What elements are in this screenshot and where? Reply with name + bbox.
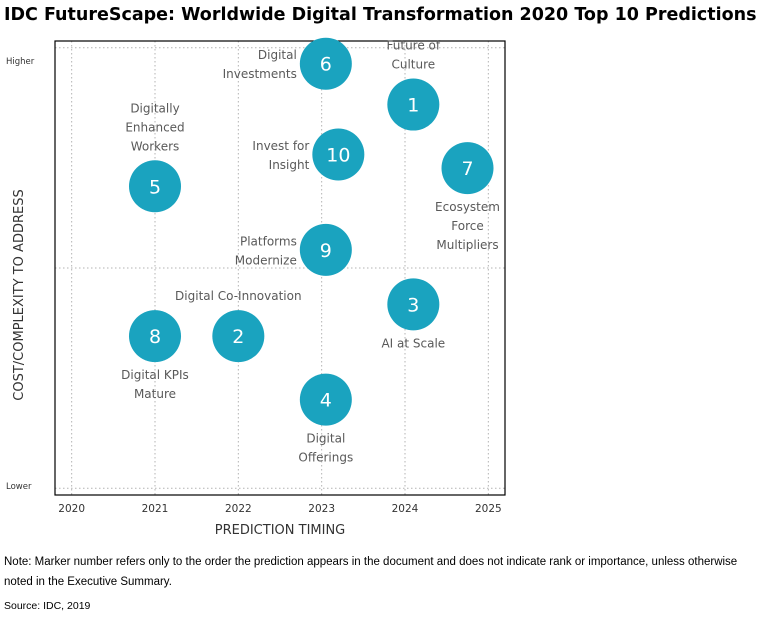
chart-title: IDC FutureScape: Worldwide Digital Trans… <box>4 5 757 25</box>
prediction-bubble-2 <box>212 310 265 363</box>
prediction-bubble-4 <box>299 373 352 426</box>
y-tick-label-low: Lower <box>6 482 32 492</box>
prediction-marker-1: 1 <box>407 95 419 117</box>
chart-source: Source: IDC, 2019 <box>4 600 91 612</box>
prediction-bubble-7 <box>441 142 494 195</box>
prediction-label-7: Force <box>451 219 483 233</box>
prediction-marker-3: 3 <box>407 294 419 316</box>
prediction-label-5: Digitally <box>130 101 179 115</box>
prediction-marker-6: 6 <box>320 54 332 76</box>
prediction-label-10: Insight <box>269 158 310 172</box>
prediction-label-5: Workers <box>131 139 180 153</box>
prediction-marker-5: 5 <box>149 176 161 198</box>
prediction-label-8: Mature <box>134 387 176 401</box>
x-tick-label: 2023 <box>308 503 335 515</box>
prediction-label-4: Digital <box>306 432 345 446</box>
x-tick-label: 2020 <box>58 503 85 515</box>
prediction-label-2: Digital Co-Innovation <box>175 289 302 303</box>
chart-note: Note: Marker number refers only to the o… <box>4 556 738 588</box>
y-tick-label-high: Higher <box>6 57 35 67</box>
x-tick-label: 2024 <box>392 503 419 515</box>
x-tick-label: 2022 <box>225 503 252 515</box>
prediction-bubble-3 <box>387 278 440 331</box>
prediction-marker-7: 7 <box>461 158 473 180</box>
prediction-label-10: Invest for <box>252 139 309 153</box>
prediction-bubble-9 <box>299 223 352 276</box>
x-tick-label: 2021 <box>142 503 169 515</box>
x-tick-label: 2025 <box>475 503 502 515</box>
prediction-label-8: Digital KPIs <box>121 368 189 382</box>
prediction-label-1: Culture <box>391 58 435 72</box>
chart: 2020 2021 2022 2023 2024 2025 Higher Lower PREDI… <box>6 37 506 538</box>
prediction-label-6: Investments <box>223 67 297 81</box>
prediction-label-9: Modernize <box>235 253 297 267</box>
prediction-marker-4: 4 <box>320 390 332 412</box>
prediction-marker-10: 10 <box>326 145 350 167</box>
x-axis-title: PREDICTION TIMING <box>215 523 346 538</box>
prediction-label-6: Digital <box>258 48 297 62</box>
y-axis-title: COST/COMPLEXITY TO ADDRESS <box>12 189 27 400</box>
prediction-label-5: Enhanced <box>125 120 184 134</box>
prediction-label-4: Offerings <box>298 451 353 465</box>
prediction-bubble-5 <box>129 160 181 213</box>
prediction-label-3: AI at Scale <box>381 336 445 350</box>
prediction-bubble-10 <box>312 128 365 181</box>
prediction-bubble-8 <box>129 310 181 363</box>
prediction-bubble-6 <box>299 37 352 90</box>
prediction-label-1: Future of <box>387 39 441 53</box>
prediction-marker-2: 2 <box>232 326 244 348</box>
prediction-marker-8: 8 <box>149 326 161 348</box>
prediction-label-7: Ecosystem <box>435 200 500 214</box>
plot-frame <box>54 40 506 496</box>
prediction-label-7: Multipliers <box>436 238 498 252</box>
prediction-label-9: Platforms <box>240 234 297 248</box>
prediction-marker-9: 9 <box>320 240 332 262</box>
prediction-bubble-1 <box>387 78 440 131</box>
